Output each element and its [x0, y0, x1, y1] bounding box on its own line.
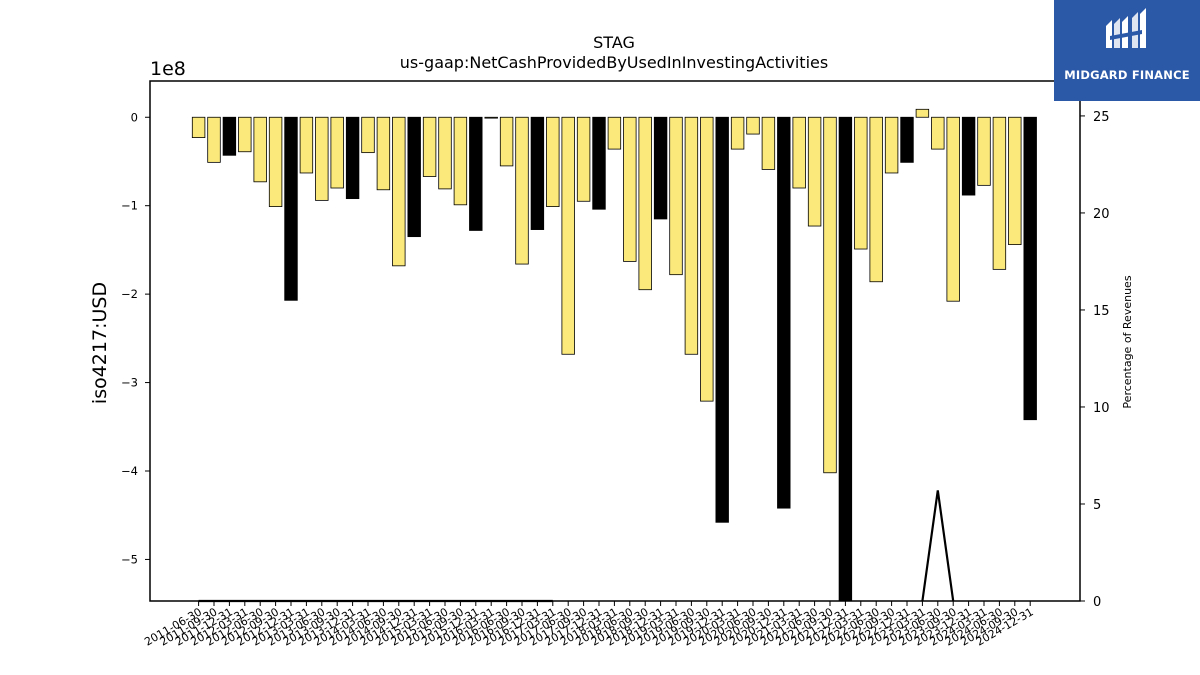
- bar-2019-12-31: [715, 116, 729, 523]
- midgard-finance-logo: MIDGARD FINANCE: [1054, 0, 1200, 101]
- bar-2016-12-31: [530, 116, 545, 230]
- bar-2021-09-30: [823, 116, 837, 474]
- bar-2022-12-31: [900, 116, 914, 163]
- bar-2024-03-31: [977, 116, 991, 186]
- bar-2013-12-31: [345, 116, 360, 200]
- bar-2018-12-31: [653, 116, 668, 220]
- bar-2016-09-30: [515, 116, 529, 265]
- chart-subtitle: us-gaap:NetCashProvidedByUsedInInvesting…: [400, 53, 828, 72]
- y2-tick-label: 10: [1093, 401, 1110, 416]
- y-axis-label: iso4217:USD: [89, 282, 111, 404]
- y2-tick-label: 5: [1093, 498, 1101, 513]
- bar-2011-12-31: [222, 116, 237, 156]
- bar-2021-03-31: [792, 116, 806, 189]
- bar-2014-12-31: [407, 116, 421, 238]
- bar-2023-12-31: [961, 116, 976, 196]
- bar-2015-03-31: [422, 116, 437, 177]
- bar-2013-03-31: [299, 116, 314, 174]
- bar-2017-03-31: [546, 116, 560, 207]
- bar-2022-06-30: [869, 116, 883, 283]
- y-tick-label: −4: [121, 464, 138, 478]
- bar-2024-09-30: [1008, 116, 1022, 246]
- bar-2018-06-30: [623, 116, 637, 262]
- bar-2012-12-31: [284, 116, 298, 301]
- bar-2021-12-31: [838, 116, 853, 602]
- bar-2011-09-30: [207, 116, 221, 163]
- y-tick-label: −5: [121, 552, 138, 566]
- bar-2014-09-30: [392, 116, 406, 267]
- bar-2016-06-30: [499, 116, 514, 167]
- bar-2014-03-31: [361, 116, 375, 154]
- y2-tick-label: 15: [1093, 304, 1110, 319]
- y-tick-label: −2: [121, 287, 138, 301]
- y-tick-label: −1: [121, 199, 138, 213]
- bar-2020-09-30: [761, 116, 776, 170]
- bar-2015-12-31: [469, 116, 483, 231]
- bar-2017-12-31: [592, 116, 606, 210]
- bar-2018-09-30: [638, 116, 652, 291]
- bar-2019-09-30: [700, 116, 714, 402]
- bar-2022-03-31: [854, 116, 868, 250]
- logo-text: MIDGARD FINANCE: [1064, 68, 1190, 82]
- y2-tick-label: 20: [1093, 207, 1110, 222]
- bar-2015-09-30: [453, 116, 468, 206]
- bar-2012-03-31: [238, 116, 252, 153]
- bar-2019-06-30: [684, 116, 699, 355]
- bar-2019-03-31: [669, 116, 683, 276]
- y2-tick-label: 0: [1093, 595, 1101, 610]
- bar-2012-06-30: [253, 116, 267, 183]
- bar-2020-06-30: [746, 116, 760, 135]
- bar-2020-12-31: [777, 116, 791, 509]
- bar-2014-06-30: [376, 116, 391, 191]
- bar-2023-06-30: [931, 116, 945, 150]
- bar-2016-03-31: [484, 116, 498, 119]
- bar-2024-12-31: [1023, 116, 1037, 421]
- chart-title: STAG: [593, 33, 635, 52]
- y-tick-label: −3: [121, 376, 138, 390]
- y2-tick-label: 25: [1093, 110, 1110, 125]
- y2-axis-label: Percentage of Revenues: [1121, 275, 1134, 408]
- bar-2018-03-31: [607, 116, 622, 150]
- bar-2017-06-30: [561, 116, 575, 355]
- bar-2024-06-30: [992, 116, 1007, 270]
- y-tick-label: 0: [131, 110, 138, 124]
- plot-area: [191, 108, 1037, 603]
- bar-2020-03-31: [730, 116, 745, 150]
- y-offset-label: 1e8: [150, 58, 186, 80]
- bar-2015-06-30: [438, 116, 452, 190]
- bar-2023-09-30: [946, 116, 960, 302]
- bar-2023-03-31: [915, 108, 930, 118]
- plot-frame: [149, 80, 1081, 602]
- bar-2021-06-30: [807, 116, 822, 227]
- bar-2013-09-30: [330, 116, 344, 189]
- bar-2012-09-30: [268, 116, 283, 207]
- bar-2013-06-30: [315, 116, 329, 201]
- bar-2017-09-30: [576, 116, 591, 202]
- bar-2011-06-30: [191, 116, 206, 138]
- bar-2022-09-30: [884, 116, 899, 174]
- logo-mark-icon: [1106, 8, 1146, 48]
